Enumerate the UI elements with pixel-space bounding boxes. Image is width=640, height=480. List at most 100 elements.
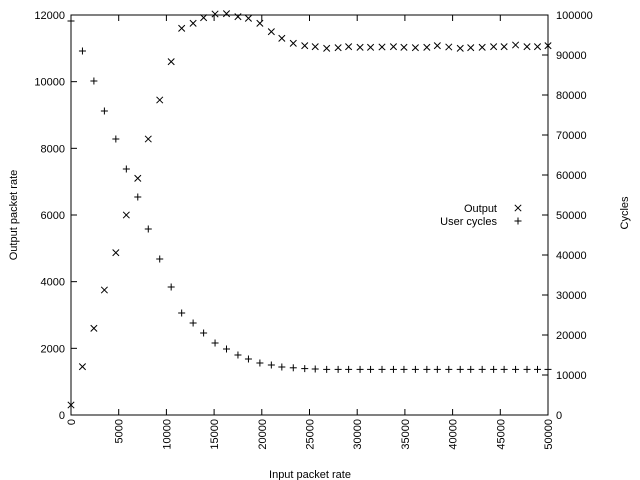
output-point [90,324,98,332]
user-cycles-point [189,319,197,327]
user-cycles-point [478,365,486,373]
user-cycles-point [67,17,75,25]
output-point [112,249,120,257]
user-cycles-point [156,255,164,263]
y2-tick-label: 60000 [556,170,587,182]
output-point [400,43,408,51]
y2-tick-label: 50000 [556,210,587,222]
legend-marker-user-cycles [514,217,522,225]
y-axis-right: 0 10000 20000 30000 40000 50000 60000 70000 8000… [542,10,593,422]
user-cycles-point [423,365,431,373]
x-tick-label: 40000 [448,419,460,450]
y-axis-title: Output packet rate [8,170,20,261]
user-cycles-point [134,193,142,201]
user-cycles-point [378,365,386,373]
output-point [467,44,475,52]
output-point [356,43,364,51]
user-cycles-point [256,359,264,367]
y2-tick-label: 70000 [556,130,587,142]
output-point [122,211,130,219]
y-tick-label: 0 [59,410,65,422]
x-tick-label: 0 [66,419,78,425]
user-cycles-point [400,365,408,373]
y2-tick-label: 100000 [556,10,593,22]
y-tick-label: 8000 [41,143,65,155]
user-cycles-point [78,47,86,55]
output-point [478,43,486,51]
y2-tick-label: 0 [556,410,562,422]
user-cycles-point [356,365,364,373]
output-point [200,14,208,22]
output-point [301,42,309,50]
user-cycles-point [311,365,319,373]
output-point [544,42,552,50]
y-axis-left: 0 2000 4000 6000 8000 10000 12000 [34,10,77,422]
x-tick-label: 20000 [257,419,269,450]
user-cycles-point [211,339,219,347]
output-point [411,44,419,52]
user-cycles-point [90,77,98,85]
user-cycles-point [234,351,242,359]
output-point [267,28,275,36]
y2-tick-label: 90000 [556,50,587,62]
x-tick-label: 35000 [400,419,412,450]
x-tick-label: 5000 [114,419,126,443]
output-point [100,286,108,294]
y-tick-label: 10000 [34,77,65,89]
user-cycles-point [301,365,309,373]
series-marks [67,10,552,409]
user-cycles-point [278,363,286,371]
x-axis: 0 5000 10000 15000 20000 25000 30000 35000 40000… [66,15,555,450]
output-point [222,10,231,18]
output-point [156,96,164,104]
user-cycles-point [456,365,464,373]
user-cycles-point [433,365,441,373]
output-point [433,42,441,50]
user-cycles-point [100,107,108,115]
y2-tick-label: 40000 [556,250,587,262]
user-cycles-point [144,225,152,233]
y2-tick-label: 30000 [556,290,587,302]
output-point [211,10,219,18]
legend: Output User cycles [440,203,522,228]
output-point [523,43,531,51]
legend-marker-output [514,204,522,212]
output-point [167,58,175,66]
x-tick-label: 15000 [209,419,221,450]
output-point [78,363,87,371]
user-cycles-point [411,365,419,373]
y-tick-label: 2000 [41,343,65,355]
output-point [178,24,186,32]
user-cycles-point [467,365,475,373]
user-cycles-point [544,365,552,373]
x-tick-label: 25000 [305,419,317,450]
output-point [323,44,331,52]
user-cycles-point [512,365,520,373]
output-point [423,43,431,51]
user-cycles-point [289,364,297,372]
y-tick-label: 4000 [41,277,65,289]
output-point [234,13,242,21]
y2-tick-label: 20000 [556,330,587,342]
user-cycles-point [244,355,252,363]
output-point [244,14,252,22]
y-tick-label: 6000 [41,210,65,222]
output-point [389,43,398,51]
output-point [500,43,508,51]
output-point [144,135,152,143]
x-tick-label: 45000 [495,419,507,450]
output-point [378,43,386,51]
user-cycles-point [223,345,231,353]
user-cycles-point [345,365,353,373]
output-point [456,44,464,52]
user-cycles-point [323,365,331,373]
y-tick-label: 12000 [34,10,65,22]
user-cycles-point [389,365,397,373]
legend-label-user-cycles: User cycles [440,216,497,228]
output-point [278,34,286,42]
output-point [533,43,542,51]
user-cycles-point [122,165,130,173]
user-cycles-point [445,365,453,373]
output-point [512,41,520,49]
